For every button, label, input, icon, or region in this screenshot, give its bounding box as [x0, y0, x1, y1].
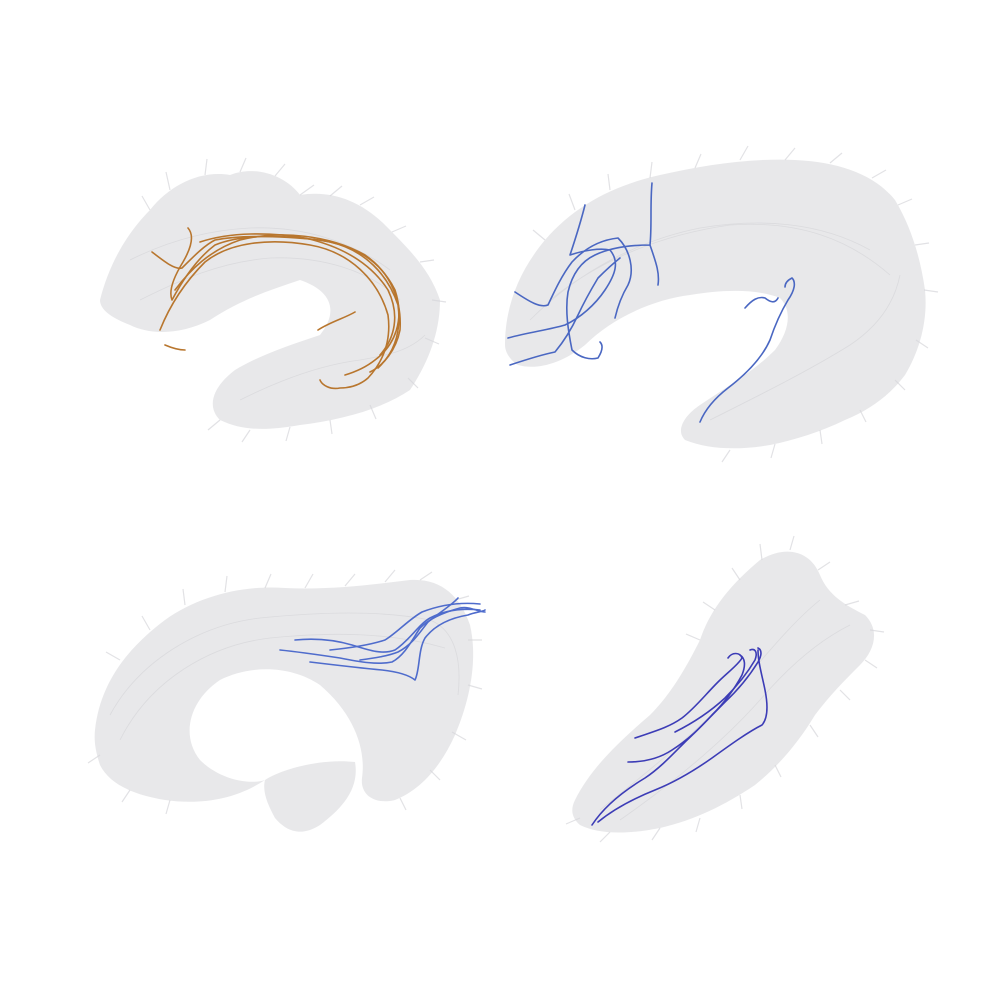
streamline [294, 608, 481, 653]
streamline [509, 257, 621, 366]
panel-bottom-right [500, 500, 1000, 1000]
streamline [674, 648, 757, 733]
panel-top-left [0, 0, 500, 500]
streamline [279, 606, 486, 665]
panel-top-right [500, 0, 1000, 500]
streamline [159, 241, 390, 390]
streamlines [591, 647, 768, 826]
streamline [634, 652, 743, 739]
streamline [514, 237, 632, 319]
streamline [199, 233, 396, 356]
panel-bottom-left [0, 500, 500, 1000]
streamline [597, 649, 768, 823]
streamline [565, 182, 660, 360]
streamline [164, 234, 401, 373]
streamlines [279, 597, 486, 681]
streamline [699, 277, 796, 423]
streamlines [507, 182, 796, 423]
panel-top-right-svg [505, 145, 939, 463]
fiber-bundle-silhouette [87, 569, 483, 832]
streamline [359, 597, 459, 661]
fiber-bundle-silhouette [505, 145, 939, 463]
streamlines [151, 227, 401, 390]
fiber-bundle-silhouette [100, 157, 447, 443]
panel-top-left-svg [100, 157, 447, 443]
streamline [309, 609, 486, 681]
panel-bottom-left-svg [87, 569, 486, 832]
fiber-bundle-silhouette [565, 535, 885, 843]
streamline [627, 654, 746, 763]
streamline [744, 296, 779, 309]
streamline [507, 204, 617, 339]
panel-bottom-right-svg [565, 535, 885, 843]
